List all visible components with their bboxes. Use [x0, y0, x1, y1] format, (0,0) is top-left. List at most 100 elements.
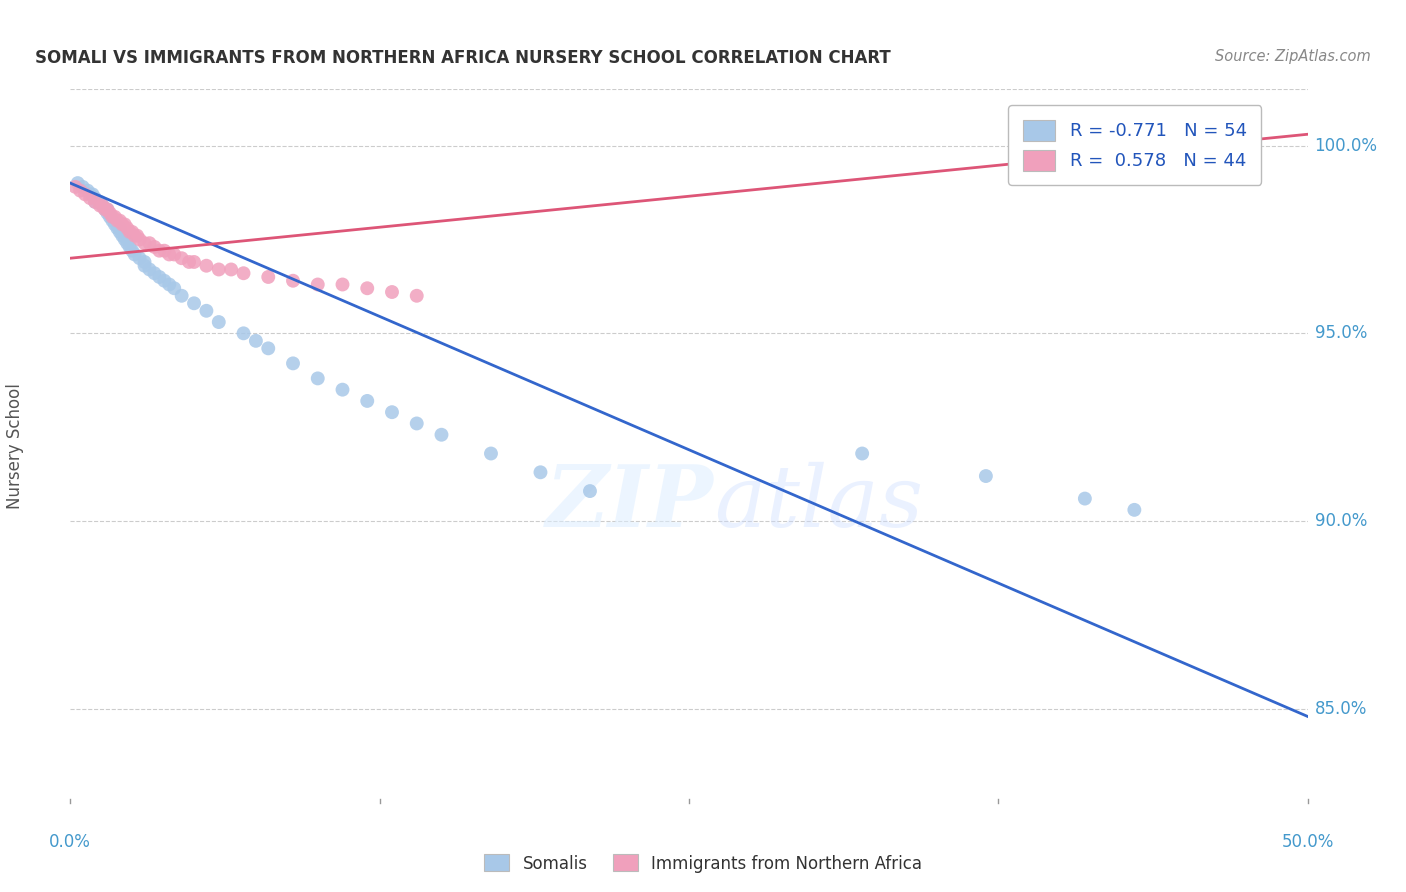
- Point: [79, 187, 101, 202]
- Point: [183, 255, 205, 269]
- Point: [332, 383, 354, 397]
- Point: [98, 210, 121, 224]
- Point: [82, 187, 104, 202]
- Point: [79, 191, 101, 205]
- Point: [1123, 503, 1146, 517]
- Point: [118, 225, 141, 239]
- Point: [115, 221, 138, 235]
- Point: [104, 210, 127, 224]
- Point: [163, 281, 186, 295]
- Text: SOMALI VS IMMIGRANTS FROM NORTHERN AFRICA NURSERY SCHOOL CORRELATION CHART: SOMALI VS IMMIGRANTS FROM NORTHERN AFRIC…: [35, 49, 891, 67]
- Point: [257, 342, 280, 356]
- Point: [157, 247, 180, 261]
- Point: [94, 202, 117, 217]
- Point: [529, 465, 551, 479]
- Point: [114, 232, 136, 246]
- Point: [76, 184, 98, 198]
- Point: [94, 202, 117, 217]
- Point: [121, 244, 143, 258]
- Text: 100.0%: 100.0%: [1315, 136, 1378, 154]
- Point: [108, 213, 131, 227]
- Point: [108, 225, 131, 239]
- Point: [307, 277, 329, 292]
- Text: 90.0%: 90.0%: [1315, 512, 1367, 530]
- Point: [579, 484, 602, 499]
- Point: [69, 184, 91, 198]
- Point: [75, 187, 97, 202]
- Point: [1136, 131, 1159, 145]
- Point: [96, 202, 118, 217]
- Point: [128, 251, 150, 265]
- Point: [381, 285, 404, 299]
- Point: [138, 262, 160, 277]
- Text: Nursery School: Nursery School: [6, 383, 24, 509]
- Point: [208, 315, 231, 329]
- Point: [89, 199, 111, 213]
- Point: [128, 232, 150, 246]
- Point: [108, 221, 131, 235]
- Text: 50.0%: 50.0%: [1281, 833, 1334, 851]
- Point: [405, 417, 427, 431]
- Point: [1074, 491, 1097, 506]
- Point: [121, 225, 143, 239]
- Point: [153, 244, 176, 258]
- Point: [219, 262, 242, 277]
- Point: [281, 274, 304, 288]
- Point: [143, 240, 166, 254]
- Point: [153, 274, 176, 288]
- Point: [65, 179, 87, 194]
- Point: [195, 303, 218, 318]
- Point: [134, 259, 156, 273]
- Point: [148, 270, 170, 285]
- Text: 0.0%: 0.0%: [49, 833, 91, 851]
- Point: [104, 218, 127, 232]
- Point: [183, 296, 205, 310]
- Legend: Somalis, Immigrants from Northern Africa: Somalis, Immigrants from Northern Africa: [478, 847, 928, 880]
- Point: [143, 266, 166, 280]
- Point: [101, 213, 124, 227]
- Point: [118, 240, 141, 254]
- Text: 95.0%: 95.0%: [1315, 325, 1367, 343]
- Point: [101, 210, 124, 224]
- Point: [111, 218, 134, 232]
- Point: [114, 218, 136, 232]
- Point: [124, 228, 146, 243]
- Point: [245, 334, 267, 348]
- Point: [177, 255, 200, 269]
- Point: [111, 228, 134, 243]
- Point: [96, 202, 118, 217]
- Point: [356, 281, 378, 295]
- Point: [307, 371, 329, 385]
- Point: [72, 179, 94, 194]
- Point: [134, 255, 156, 269]
- Point: [96, 206, 118, 220]
- Point: [170, 289, 193, 303]
- Point: [332, 277, 354, 292]
- Point: [257, 270, 280, 285]
- Point: [138, 236, 160, 251]
- Point: [479, 446, 502, 460]
- Point: [134, 236, 156, 251]
- Point: [124, 247, 146, 261]
- Point: [195, 259, 218, 273]
- Text: 85.0%: 85.0%: [1315, 700, 1367, 718]
- Point: [232, 326, 254, 341]
- Point: [105, 221, 128, 235]
- Point: [208, 262, 231, 277]
- Point: [851, 446, 873, 460]
- Point: [84, 194, 107, 209]
- Point: [66, 176, 89, 190]
- Point: [232, 266, 254, 280]
- Point: [157, 277, 180, 292]
- Point: [430, 427, 453, 442]
- Point: [148, 244, 170, 258]
- Point: [381, 405, 404, 419]
- Point: [84, 194, 107, 209]
- Point: [98, 206, 121, 220]
- Point: [356, 393, 378, 408]
- Point: [405, 289, 427, 303]
- Text: Source: ZipAtlas.com: Source: ZipAtlas.com: [1215, 49, 1371, 64]
- Text: atlas: atlas: [714, 462, 922, 544]
- Point: [89, 194, 111, 209]
- Point: [127, 228, 149, 243]
